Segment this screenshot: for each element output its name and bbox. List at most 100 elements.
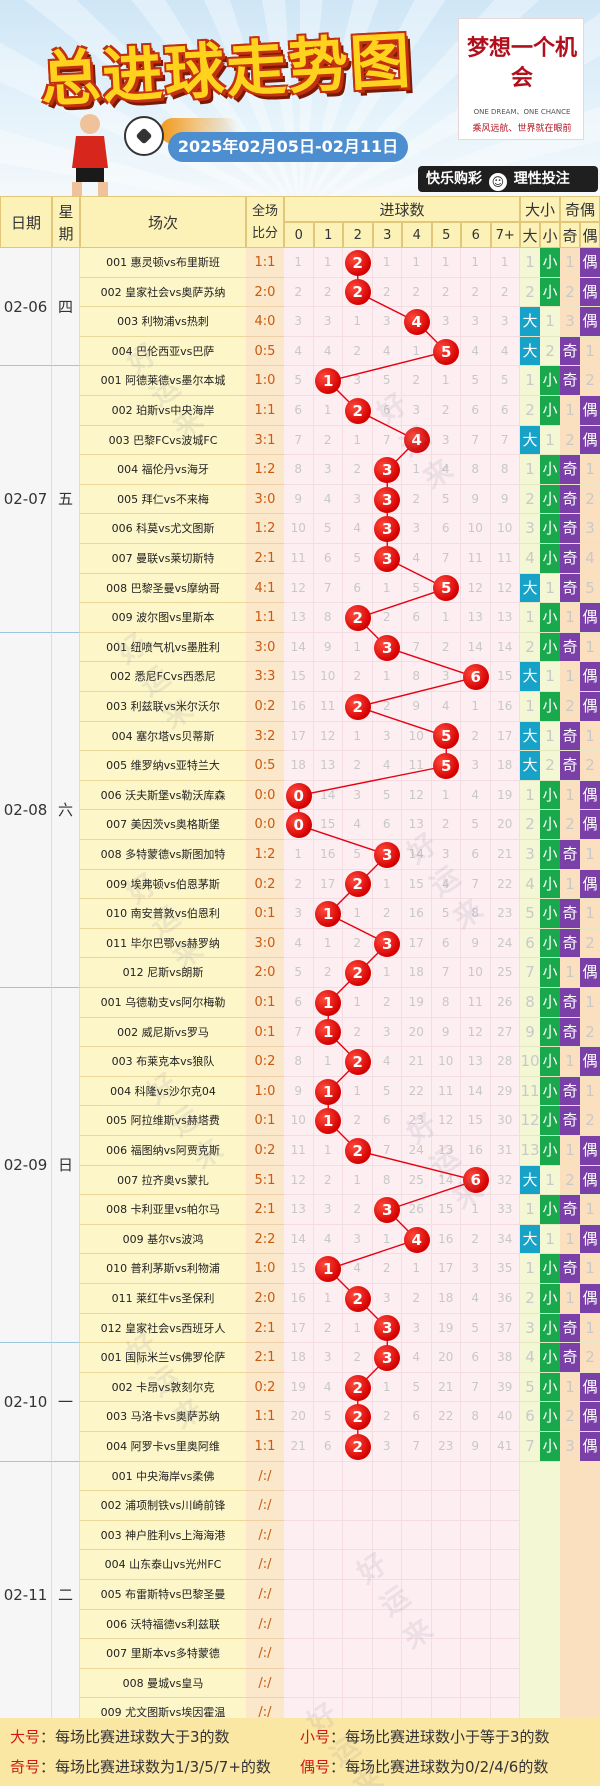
goal-omit-cell: 30 (490, 1106, 520, 1136)
goal-omit-cell: 11 (461, 988, 491, 1018)
big-omit: 1 (520, 603, 540, 633)
goal-grid-cell (461, 1639, 491, 1669)
goal-omit-cell: 16 (461, 1136, 491, 1166)
goal-omit-cell: 2 (431, 632, 461, 663)
even-tag: 偶 (580, 780, 600, 811)
goal-omit-cell: 1 (343, 632, 373, 663)
goal-omit-cell: 33 (490, 1195, 520, 1225)
goal-omit-cell: 1 (343, 1076, 373, 1107)
odd-tag: 奇 (560, 1313, 580, 1344)
match-score: 3:0 (246, 485, 284, 515)
match-name: 002 浦项制铁vs川崎前锋 (80, 1491, 246, 1521)
small-tag: 小 (540, 1047, 560, 1077)
odd-omit: 1 (560, 958, 580, 988)
goal-grid-cell (313, 1254, 343, 1284)
goal-omit-cell: 1 (431, 603, 461, 633)
day-date: 02-06 (0, 248, 52, 367)
odd-omit: 3 (560, 1432, 580, 1462)
goal-omit-cell: 3 (461, 751, 491, 781)
goal-omit-cell: 7 (490, 425, 520, 456)
goal-omit-cell: 17 (402, 928, 432, 959)
goal-omit-cell: 1 (461, 692, 491, 722)
match-score: 0:0 (246, 810, 284, 840)
day-date: 02-10 (0, 1343, 52, 1462)
legend-footer: 大号：每场比赛进球数大于3的数 小号：每场比赛进球数小于等于3的数 奇号：每场比… (0, 1718, 600, 1786)
legend-even: 偶号：每场比赛进球数为0/2/4/6的数 (300, 1756, 548, 1777)
goal-grid-cell (343, 692, 373, 722)
match-score: 4:1 (246, 574, 284, 604)
match-name: 001 惠灵顿vs布里斯班 (80, 248, 246, 278)
goal-grid-cell (343, 1520, 373, 1551)
even-tag: 偶 (580, 692, 600, 722)
goal-omit-cell: 4 (461, 780, 491, 811)
odd-omit: 1 (560, 1047, 580, 1077)
day-date: 02-07 (0, 366, 52, 633)
goal-grid-cell (402, 1668, 432, 1699)
match-name: 001 乌德勒支vs阿尔梅勒 (80, 988, 246, 1018)
goal-omit-cell: 1 (343, 988, 373, 1018)
even-omit: 2 (580, 929, 600, 959)
odd-tag: 奇 (560, 840, 580, 870)
big-omit: 7 (520, 1432, 540, 1462)
small-tag: 小 (540, 1402, 560, 1432)
goal-grid-cell (313, 1461, 343, 1492)
goal-omit-cell: 9 (431, 1017, 461, 1048)
odd-tag: 奇 (560, 514, 580, 544)
match-score: 2:1 (246, 544, 284, 574)
match-name: 007 曼联vs莱切斯特 (80, 544, 246, 574)
goal-grid-cell (402, 1491, 432, 1521)
goal-grid-cell (372, 1580, 402, 1610)
legend-even-label: 偶号 (300, 1758, 331, 1776)
player-illustration (72, 114, 108, 196)
goal-omit-cell: 2 (313, 958, 343, 988)
goal-grid-cell (313, 899, 343, 929)
header-goal-col-5: 5 (431, 222, 461, 248)
big-omit: 1 (520, 248, 540, 278)
goal-grid-cell (343, 277, 373, 308)
even-tag: 偶 (580, 869, 600, 900)
goal-omit-cell: 2 (431, 277, 461, 308)
goal-omit-cell: 1 (313, 1047, 343, 1077)
match-name: 003 利物浦vs热刺 (80, 307, 246, 337)
even-tag: 偶 (580, 396, 600, 426)
goal-omit-cell: 18 (490, 751, 520, 781)
goal-omit-cell: 24 (490, 928, 520, 959)
match-name: 003 神户胜利vs上海海港 (80, 1521, 246, 1551)
goal-omit-cell: 15 (461, 1106, 491, 1136)
goal-omit-cell: 1 (431, 366, 461, 396)
odd-tag: 奇 (560, 1254, 580, 1284)
small-tag: 小 (540, 514, 560, 544)
goal-ball: 5 (433, 575, 460, 602)
goal-grid-cell (343, 1461, 373, 1492)
odd-omit: 1 (560, 248, 580, 278)
goal-ball: 3 (374, 516, 401, 543)
goal-omit-cell: 4 (372, 751, 402, 781)
big-omit: 3 (520, 1314, 540, 1344)
goal-omit-cell: 3 (431, 307, 461, 337)
goal-omit-cell: 10 (461, 958, 491, 988)
legend-even-desc: ：每场比赛进球数为0/2/4/6的数 (330, 1758, 549, 1776)
match-score: 2:0 (246, 958, 284, 988)
big-tag: 大 (520, 662, 540, 692)
big-omit: 5 (520, 899, 540, 929)
goal-omit-cell: 6 (402, 603, 432, 633)
goal-grid-cell (284, 1609, 314, 1640)
day-week: 五 (52, 366, 80, 633)
goal-omit-cell: 5 (343, 840, 373, 870)
goal-omit-cell: 21 (402, 1047, 432, 1077)
goal-omit-cell: 11 (313, 692, 343, 722)
goal-omit-cell: 17 (284, 721, 314, 752)
match-score: 0:2 (246, 1136, 284, 1166)
goal-ball: 2 (344, 279, 371, 306)
goal-grid-cell (490, 1580, 520, 1610)
goal-omit-cell: 3 (431, 840, 461, 870)
goal-omit-cell: 1 (431, 780, 461, 811)
goal-omit-cell: 14 (313, 780, 343, 811)
match-score: 2:2 (246, 1225, 284, 1255)
goal-ball: 1 (315, 1078, 342, 1105)
match-score: 3:3 (246, 662, 284, 692)
goal-omit-cell: 40 (490, 1402, 520, 1432)
goal-ball: 3 (374, 1197, 401, 1223)
goal-omit-cell: 1 (461, 248, 491, 278)
day-week: 六 (52, 632, 80, 988)
